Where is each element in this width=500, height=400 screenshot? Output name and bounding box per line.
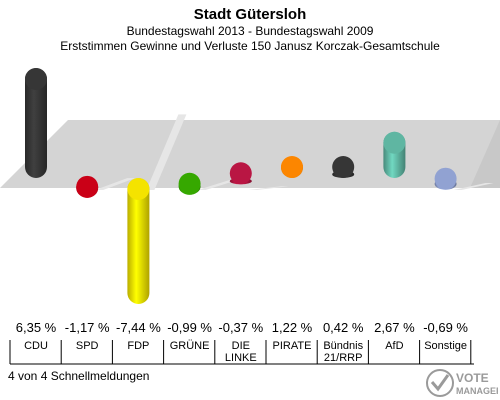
- bar-cap: [127, 178, 150, 200]
- chart-subtitle-district: Erststimmen Gewinne und Verluste 150 Jan…: [60, 39, 440, 53]
- category-label: AfD: [385, 340, 403, 352]
- category-label: SPD: [76, 340, 99, 352]
- bar-cap: [281, 156, 303, 179]
- bar-shadow: [146, 114, 187, 190]
- bar-cdu: [25, 68, 47, 178]
- bar-shadow: [453, 182, 494, 190]
- value-label: -0,99 %: [167, 320, 212, 335]
- bar-fdp: [127, 178, 150, 304]
- bar-cap: [76, 175, 99, 198]
- value-label: 6,35 %: [16, 320, 57, 335]
- bar-shadow: [95, 178, 136, 190]
- value-label: -0,69 %: [423, 320, 468, 335]
- value-label: 0,42 %: [323, 320, 364, 335]
- category-label: 21/RRP: [324, 352, 363, 364]
- vote-manager-logo: VOTE MANAGER: [426, 369, 498, 397]
- value-label: 2,67 %: [374, 320, 415, 335]
- bar-shadow: [197, 179, 238, 190]
- category-label: FDP: [127, 340, 149, 352]
- bar-cap: [25, 68, 47, 90]
- bar-cap: [332, 156, 355, 179]
- logo-text-manager: MANAGER: [456, 386, 498, 396]
- bar-shadow: [248, 186, 289, 190]
- value-label: 1,22 %: [272, 320, 313, 335]
- bar-cap: [229, 162, 252, 185]
- bar-cap: [178, 172, 201, 195]
- value-label: -1,17 %: [65, 320, 110, 335]
- chart-subtitle-elections: Bundestagswahl 2013 - Bundestagswahl 200…: [126, 24, 374, 38]
- category-label: CDU: [24, 340, 48, 352]
- chart-floor: [0, 120, 500, 188]
- value-label: -7,44 %: [116, 320, 161, 335]
- category-label: PIRATE: [273, 340, 312, 352]
- category-label: LINKE: [225, 352, 257, 364]
- value-label: -0,37 %: [218, 320, 263, 335]
- chart-title: Stadt Gütersloh: [193, 6, 307, 23]
- category-label: Sonstige: [424, 340, 467, 352]
- bar-cap: [383, 131, 406, 154]
- category-label: Bündnis: [323, 340, 363, 352]
- bar-cap: [434, 167, 457, 190]
- footer-status: 4 von 4 Schnellmeldungen: [8, 369, 150, 383]
- chart-floor-edge: [470, 120, 500, 188]
- logo-text-vote: VOTE: [456, 371, 489, 385]
- category-label: GRÜNE: [170, 340, 210, 352]
- category-label: DIE: [232, 340, 250, 352]
